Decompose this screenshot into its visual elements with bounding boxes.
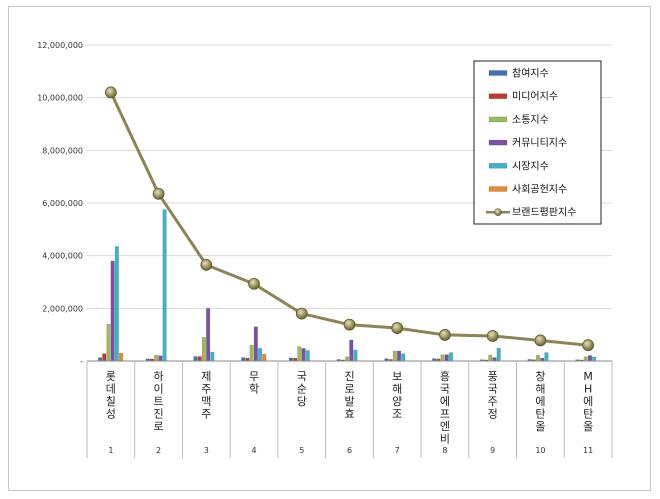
y-tick-label: 10,000,000	[37, 94, 83, 103]
bar-소통지수-4	[249, 345, 254, 362]
bar-시장지수-8	[448, 352, 453, 362]
bar-소통지수-6	[345, 356, 350, 362]
brand-index-point-4	[248, 277, 260, 290]
legend-label: 커뮤니티지수	[512, 137, 567, 149]
bar-커뮤니티지수-6	[349, 339, 354, 362]
legend-swatch	[488, 163, 508, 169]
bar-소통지수-7	[392, 350, 397, 362]
legend-swatch	[488, 116, 508, 123]
legend-label: 사회공헌지수	[512, 184, 567, 196]
x-category-number: 3	[204, 446, 209, 455]
bar-소통지수-1	[106, 323, 111, 362]
brand-index-point-7	[391, 322, 404, 334]
brand-index-point-11	[582, 339, 595, 352]
x-category-number: 7	[395, 446, 400, 455]
legend-label: 소통지수	[512, 114, 549, 126]
bar-시장지수-9	[496, 347, 501, 362]
brand-index-point-10	[534, 334, 547, 347]
bar-미디어지수-3	[197, 356, 202, 362]
bar-참여지수-1	[98, 357, 103, 362]
brand-index-point-6	[343, 318, 356, 331]
y-tick-label: -	[80, 357, 83, 366]
bar-커뮤니티지수-11	[587, 355, 592, 362]
brand-index-point-3	[200, 258, 213, 271]
brand-index-point-2	[152, 187, 165, 200]
bar-커뮤니티지수-8	[444, 354, 449, 362]
y-tick-label: 8,000,000	[42, 146, 83, 155]
brand-index-point-5	[295, 307, 308, 320]
bar-사회공헌지수-1	[119, 352, 124, 362]
bar-소통지수-5	[297, 346, 302, 362]
bar-layer	[98, 209, 597, 362]
legend-swatch	[488, 186, 508, 192]
legend-swatch	[488, 93, 508, 99]
bar-소통지수-8	[440, 354, 445, 362]
bar-소통지수-2	[154, 355, 159, 362]
bar-커뮤니티지수-4	[253, 326, 258, 362]
bar-커뮤니티지수-9	[492, 357, 497, 362]
bar-시장지수-4	[258, 348, 263, 362]
bar-커뮤니티지수-3	[206, 308, 211, 362]
bar-소통지수-9	[488, 354, 493, 362]
legend-label: 브랜드평판지수	[512, 207, 576, 219]
y-tick-label: 12,000,000	[37, 41, 83, 50]
bar-소통지수-10	[536, 355, 541, 362]
x-category-number: 6	[347, 446, 352, 455]
brand-index-point-1	[104, 86, 117, 99]
x-category-number: 8	[442, 446, 447, 455]
bar-시장지수-6	[353, 349, 358, 362]
bar-소통지수-3	[201, 337, 206, 362]
brand-index-point-9	[486, 330, 499, 342]
x-category-number: 1	[108, 446, 113, 455]
x-category-number: 11	[583, 446, 593, 455]
bar-시장지수-11	[592, 356, 597, 362]
legend-label: 참여지수	[512, 68, 549, 80]
legend-label: 미디어지수	[512, 91, 558, 103]
bar-시장지수-3	[210, 351, 215, 362]
brand-index-point-8	[439, 329, 451, 341]
x-category-number: 2	[156, 446, 161, 455]
grid-layer	[87, 44, 612, 309]
y-tick-label: 6,000,000	[42, 199, 83, 208]
y-tick-label: 4,000,000	[42, 252, 83, 261]
bar-미디어지수-1	[102, 353, 107, 362]
bar-커뮤니티지수-2	[158, 355, 163, 362]
bar-참여지수-3	[193, 356, 198, 362]
x-category-number: 9	[490, 446, 495, 455]
y-tick-label: 2,000,000	[42, 304, 83, 313]
x-category-number: 4	[251, 446, 256, 455]
axis-layer: - 2,000,000 4,000,000 6,000,000 8,000,000 10,…	[37, 41, 613, 458]
legend-swatch	[488, 70, 508, 76]
legend-swatch	[488, 139, 508, 146]
bar-소통지수-11	[583, 356, 588, 362]
bar-커뮤니티지수-7	[397, 350, 402, 362]
line-layer	[104, 86, 595, 352]
bar-시장지수-10	[544, 352, 549, 362]
bar-시장지수-2	[162, 209, 167, 362]
x-category-number: 5	[299, 446, 304, 455]
bar-커뮤니티지수-1	[110, 260, 115, 362]
bar-시장지수-7	[401, 353, 406, 362]
legend-label: 시장지수	[512, 160, 549, 172]
x-category-number: 10	[535, 446, 545, 455]
bar-참여지수-4	[241, 357, 246, 362]
bar-시장지수-1	[114, 246, 119, 362]
bar-시장지수-5	[305, 350, 310, 362]
bar-커뮤니티지수-5	[301, 348, 306, 362]
bar-사회공헌지수-4	[262, 353, 267, 362]
legend-marker	[494, 208, 502, 216]
